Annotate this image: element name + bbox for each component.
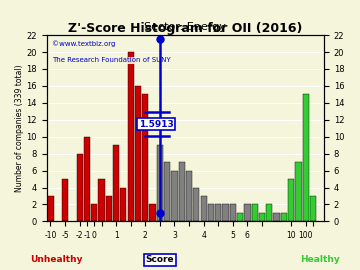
Text: Healthy: Healthy bbox=[300, 255, 339, 264]
Bar bbox=[222, 204, 229, 221]
Bar bbox=[171, 171, 177, 221]
Bar bbox=[91, 204, 97, 221]
Text: Sector: Energy: Sector: Energy bbox=[144, 22, 226, 32]
Bar bbox=[288, 179, 294, 221]
Bar bbox=[77, 154, 83, 221]
Bar bbox=[295, 162, 302, 221]
Bar bbox=[62, 179, 68, 221]
Text: The Research Foundation of SUNY: The Research Foundation of SUNY bbox=[52, 58, 171, 63]
Bar bbox=[303, 94, 309, 221]
Bar bbox=[186, 171, 192, 221]
Text: ©www.textbiz.org: ©www.textbiz.org bbox=[52, 41, 116, 47]
Bar bbox=[120, 188, 126, 221]
Text: Unhealthy: Unhealthy bbox=[30, 255, 82, 264]
Bar bbox=[230, 204, 236, 221]
Bar bbox=[266, 204, 273, 221]
Bar bbox=[113, 145, 119, 221]
Bar bbox=[201, 196, 207, 221]
Bar bbox=[208, 204, 214, 221]
Bar bbox=[84, 137, 90, 221]
Bar bbox=[157, 145, 163, 221]
Bar bbox=[215, 204, 221, 221]
Bar bbox=[259, 213, 265, 221]
Bar bbox=[281, 213, 287, 221]
Bar bbox=[274, 213, 280, 221]
Bar bbox=[98, 179, 105, 221]
Text: 1.5913: 1.5913 bbox=[139, 120, 174, 129]
Bar bbox=[244, 204, 251, 221]
Bar bbox=[149, 204, 156, 221]
Bar bbox=[310, 196, 316, 221]
Bar bbox=[164, 162, 170, 221]
Bar bbox=[179, 162, 185, 221]
Bar bbox=[252, 204, 258, 221]
Bar bbox=[237, 213, 243, 221]
Bar bbox=[135, 86, 141, 221]
Bar bbox=[48, 196, 54, 221]
Bar bbox=[142, 94, 148, 221]
Bar bbox=[106, 196, 112, 221]
Y-axis label: Number of companies (339 total): Number of companies (339 total) bbox=[15, 65, 24, 192]
Bar bbox=[127, 52, 134, 221]
Bar bbox=[193, 188, 199, 221]
Text: Score: Score bbox=[145, 255, 174, 264]
Title: Z'-Score Histogram for OII (2016): Z'-Score Histogram for OII (2016) bbox=[68, 22, 303, 35]
